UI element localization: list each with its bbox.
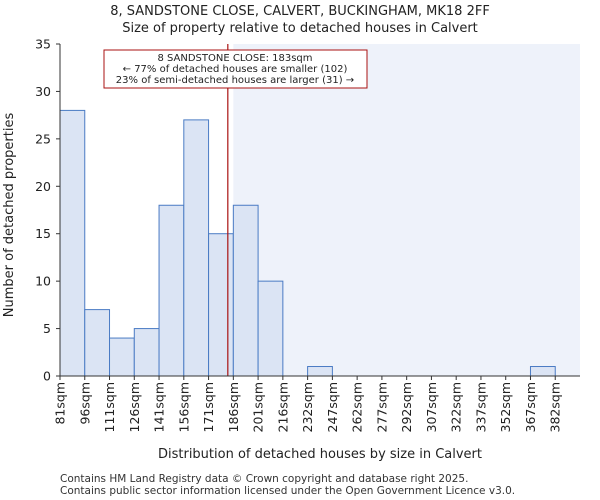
annotation-line-3: 23% of semi-detached houses are larger (…	[116, 75, 354, 86]
x-tick-label: 126sqm	[127, 382, 142, 432]
chart-title: 8, SANDSTONE CLOSE, CALVERT, BUCKINGHAM,…	[110, 4, 490, 19]
bar-81sqm	[59, 109, 86, 377]
y-tick-label: 15	[35, 226, 51, 241]
x-tick-label: 367sqm	[523, 382, 538, 432]
annotation-line-2: ← 77% of detached houses are smaller (10…	[123, 64, 348, 75]
x-tick-label: 382sqm	[548, 382, 563, 432]
bar-201sqm	[257, 280, 284, 377]
bar-141sqm	[158, 204, 185, 377]
bar-232sqm	[307, 366, 333, 377]
x-tick-label: 156sqm	[176, 382, 191, 432]
y-tick-label: 25	[35, 131, 51, 146]
bars-group	[59, 109, 556, 377]
bar-156sqm	[183, 119, 210, 377]
annotation-line-1: 8 SANDSTONE CLOSE: 183sqm	[157, 53, 312, 64]
x-tick-label: 262sqm	[350, 382, 365, 432]
x-tick-label: 141sqm	[152, 382, 167, 432]
x-tick-label: 201sqm	[251, 382, 266, 432]
y-tick-label: 20	[35, 179, 51, 194]
y-tick-label: 35	[35, 37, 51, 52]
footer-line-2: Contains public sector information licen…	[60, 485, 515, 497]
x-tick-label: 232sqm	[300, 382, 315, 432]
x-tick-label: 322sqm	[449, 382, 464, 432]
x-tick-label: 337sqm	[473, 382, 488, 432]
bar-171sqm	[208, 233, 234, 377]
bar-186sqm	[232, 204, 259, 377]
x-tick-label: 171sqm	[201, 382, 216, 432]
x-axis-label: Distribution of detached houses by size …	[158, 447, 482, 462]
bar-111sqm	[109, 337, 135, 377]
x-tick-label: 292sqm	[399, 382, 414, 432]
larger-region-shade	[233, 44, 581, 376]
x-tick-label: 186sqm	[226, 382, 241, 432]
annotation-box	[103, 49, 368, 89]
y-axis-label: Number of detached properties	[2, 113, 17, 318]
y-tick-label: 10	[35, 274, 51, 289]
y-tick-label: 5	[43, 321, 51, 336]
x-tick-label: 352sqm	[498, 382, 513, 432]
bar-367sqm	[529, 366, 556, 377]
x-ticks-group: 81sqm 96sqm 111sqm 126sqm 141sqm 156sqm 171sqm…	[53, 376, 563, 432]
x-tick-label: 277sqm	[374, 382, 389, 432]
bar-126sqm	[133, 328, 160, 377]
footer-line-1: Contains HM Land Registry data © Crown c…	[60, 473, 468, 485]
y-tick-label: 0	[43, 369, 51, 384]
chart-subtitle: Size of property relative to detached ho…	[122, 21, 478, 36]
x-tick-label: 81sqm	[53, 382, 68, 425]
x-tick-label: 111sqm	[102, 382, 117, 432]
x-tick-label: 307sqm	[424, 382, 439, 432]
bar-96sqm	[84, 309, 111, 377]
y-tick-label: 30	[35, 84, 51, 99]
x-tick-label: 96sqm	[77, 382, 92, 425]
y-ticks-group: 0 5 10 15 20 25 30 35	[35, 37, 60, 384]
x-tick-label: 216sqm	[275, 382, 290, 432]
x-tick-label: 247sqm	[325, 382, 340, 432]
